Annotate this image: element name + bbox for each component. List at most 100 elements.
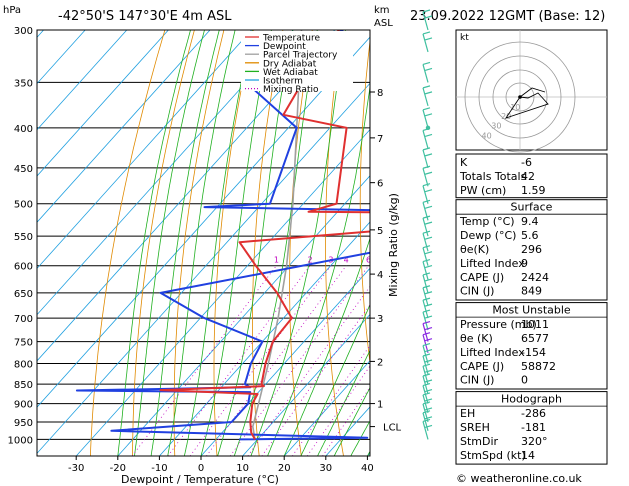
- index-row-label: Totals Totals: [459, 170, 527, 183]
- wet-adiabat: [150, 30, 220, 456]
- hodograph-index-box-title: Hodograph: [501, 393, 562, 406]
- wind-barb-flag: [422, 353, 431, 357]
- pressure-tick-label: 450: [14, 164, 33, 175]
- mixing-ratio-label: 6: [366, 256, 371, 265]
- x-tick-label: 0: [198, 463, 204, 474]
- index-row-label: CIN (J): [460, 374, 494, 387]
- dry-adiabat: [251, 30, 284, 456]
- wind-barb-flag: [422, 410, 431, 414]
- wind-barb-flag: [424, 67, 433, 71]
- index-row-label: Pressure (mb): [460, 318, 537, 331]
- hodo-ring: [464, 41, 576, 153]
- wind-barb-staff: [422, 323, 429, 342]
- hodo-trace: [504, 92, 549, 119]
- wet-adiabat: [283, 236, 370, 456]
- dry-adiabat: [359, 37, 370, 366]
- wind-barb-flag: [422, 183, 431, 187]
- pressure-tick-label: 300: [14, 26, 33, 37]
- isotherm: [37, 30, 169, 177]
- index-row-value: 320°: [521, 435, 548, 448]
- height-tick-label: 2: [377, 357, 383, 368]
- wind-barb-flag: [424, 398, 433, 402]
- legend-item: Mixing Ratio: [263, 85, 319, 95]
- parcel-line: [252, 30, 303, 440]
- mixing-ratio-label: 2: [308, 256, 313, 265]
- index-row-label: PW (cm): [460, 184, 506, 197]
- wind-barb-staff: [422, 33, 429, 53]
- wind-barb-flag: [424, 205, 433, 209]
- wind-barb-flag: [422, 85, 431, 89]
- isotherm: [37, 30, 211, 223]
- wind-barb-flag: [422, 215, 431, 219]
- hodo-ring: [505, 82, 535, 112]
- wet-adiabat: [217, 30, 294, 456]
- dry-adiabat: [173, 30, 225, 456]
- isotherm: [0, 30, 2, 456]
- wind-barb-flag: [424, 348, 433, 353]
- station-location: -42°50'S 147°30'E 4m ASL: [58, 9, 232, 24]
- wind-barb-flag: [422, 309, 431, 313]
- wet-adiabat: [317, 349, 370, 456]
- wind-barb-flag: [424, 291, 433, 295]
- wind-barb-flag: [424, 153, 433, 157]
- isotherm: [283, 360, 370, 456]
- pressure-tick-label: 700: [14, 314, 33, 325]
- mixing-ratio-line: [167, 265, 311, 456]
- wet-adiabat: [233, 30, 318, 456]
- wind-barb-flag: [424, 303, 433, 307]
- height-tick-label: 8: [377, 88, 383, 99]
- index-row-value: 58872: [521, 360, 556, 373]
- height-tick-label: 3: [377, 314, 383, 325]
- hodo-trace: [519, 87, 546, 98]
- wind-barb-flag: [424, 424, 433, 428]
- wind-barb-staff: [422, 345, 429, 364]
- y-axis-unit-hpa: hPa: [3, 5, 21, 16]
- mixing-ratio-line: [131, 265, 277, 456]
- wind-barb-staff: [422, 109, 429, 128]
- x-tick-label: -20: [110, 463, 126, 474]
- index-row-label: CAPE (J): [460, 360, 504, 373]
- wind-barb-flag: [424, 37, 433, 41]
- index-row-label: EH: [460, 407, 475, 420]
- wind-barb-flag: [422, 332, 431, 336]
- height-tick-label: 7: [377, 134, 383, 145]
- wet-adiabat: [333, 386, 370, 456]
- wind-barb-staff: [422, 168, 429, 187]
- wind-barb-flag: [424, 315, 433, 319]
- wind-barb-flag: [422, 147, 431, 151]
- hodo-ring: [478, 55, 562, 139]
- wind-barb-flag: [424, 221, 433, 225]
- index-row-label: θe (K): [460, 332, 493, 345]
- index-row-value: 2424: [521, 271, 549, 284]
- hodo-ring-label: 40: [482, 132, 492, 141]
- wind-barb-flag: [422, 401, 431, 405]
- wind-barb-flag: [422, 342, 431, 347]
- wind-barb-flag: [424, 389, 433, 393]
- wet-adiabat: [200, 30, 272, 456]
- wet-adiabat: [267, 83, 370, 456]
- wind-barbs: [422, 9, 433, 440]
- wind-barb-flag: [424, 236, 433, 240]
- wind-barb-flag: [422, 61, 431, 65]
- height-tick-label: 1: [377, 400, 383, 411]
- isotherm: [37, 30, 86, 85]
- temperature-line: [159, 30, 370, 440]
- index-row-value: 0: [521, 374, 528, 387]
- index-row-label: K: [460, 156, 468, 169]
- wind-barb-flag: [424, 338, 433, 342]
- index-row-value: -6: [521, 156, 532, 169]
- valid-time: 23.09.2022 12GMT (Base: 12): [410, 9, 605, 24]
- mixing-ratio-label: 20: [436, 256, 446, 265]
- wind-barb-staff: [422, 217, 429, 237]
- isotherm: [200, 267, 370, 456]
- wind-barb-staff: [422, 247, 429, 266]
- index-row-label: Temp (°C): [459, 215, 515, 228]
- dry-adiabat: [90, 30, 166, 456]
- wind-barb-staff: [422, 261, 429, 280]
- index-row-label: StmSpd (kt): [460, 449, 526, 462]
- wind-barb-flag: [422, 245, 431, 249]
- mixing-ratio-axis-label: Mixing Ratio (g/kg): [387, 193, 400, 297]
- wind-barb-staff: [422, 403, 429, 423]
